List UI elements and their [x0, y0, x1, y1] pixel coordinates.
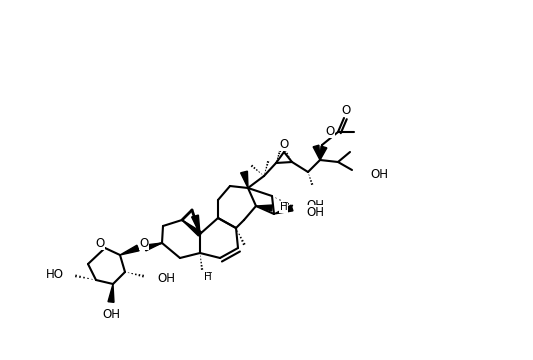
Text: OH: OH [102, 307, 120, 320]
Polygon shape [256, 205, 272, 211]
Polygon shape [120, 245, 139, 255]
Polygon shape [192, 215, 200, 234]
Text: O: O [139, 237, 149, 249]
Text: OH: OH [306, 198, 324, 212]
Polygon shape [240, 171, 248, 188]
Polygon shape [313, 145, 320, 160]
Text: OH: OH [157, 271, 175, 284]
Text: O: O [341, 104, 351, 117]
Polygon shape [274, 205, 293, 214]
Text: OH: OH [306, 206, 324, 219]
Polygon shape [182, 220, 201, 236]
Text: HO: HO [46, 267, 64, 280]
Text: O: O [95, 237, 104, 249]
Polygon shape [108, 284, 114, 302]
Text: OH: OH [370, 167, 388, 180]
Polygon shape [144, 243, 162, 251]
Text: O: O [325, 125, 335, 138]
Text: H̅: H̅ [204, 272, 212, 282]
Polygon shape [320, 146, 327, 160]
Text: O: O [279, 138, 289, 150]
Text: H̅: H̅ [280, 202, 288, 212]
